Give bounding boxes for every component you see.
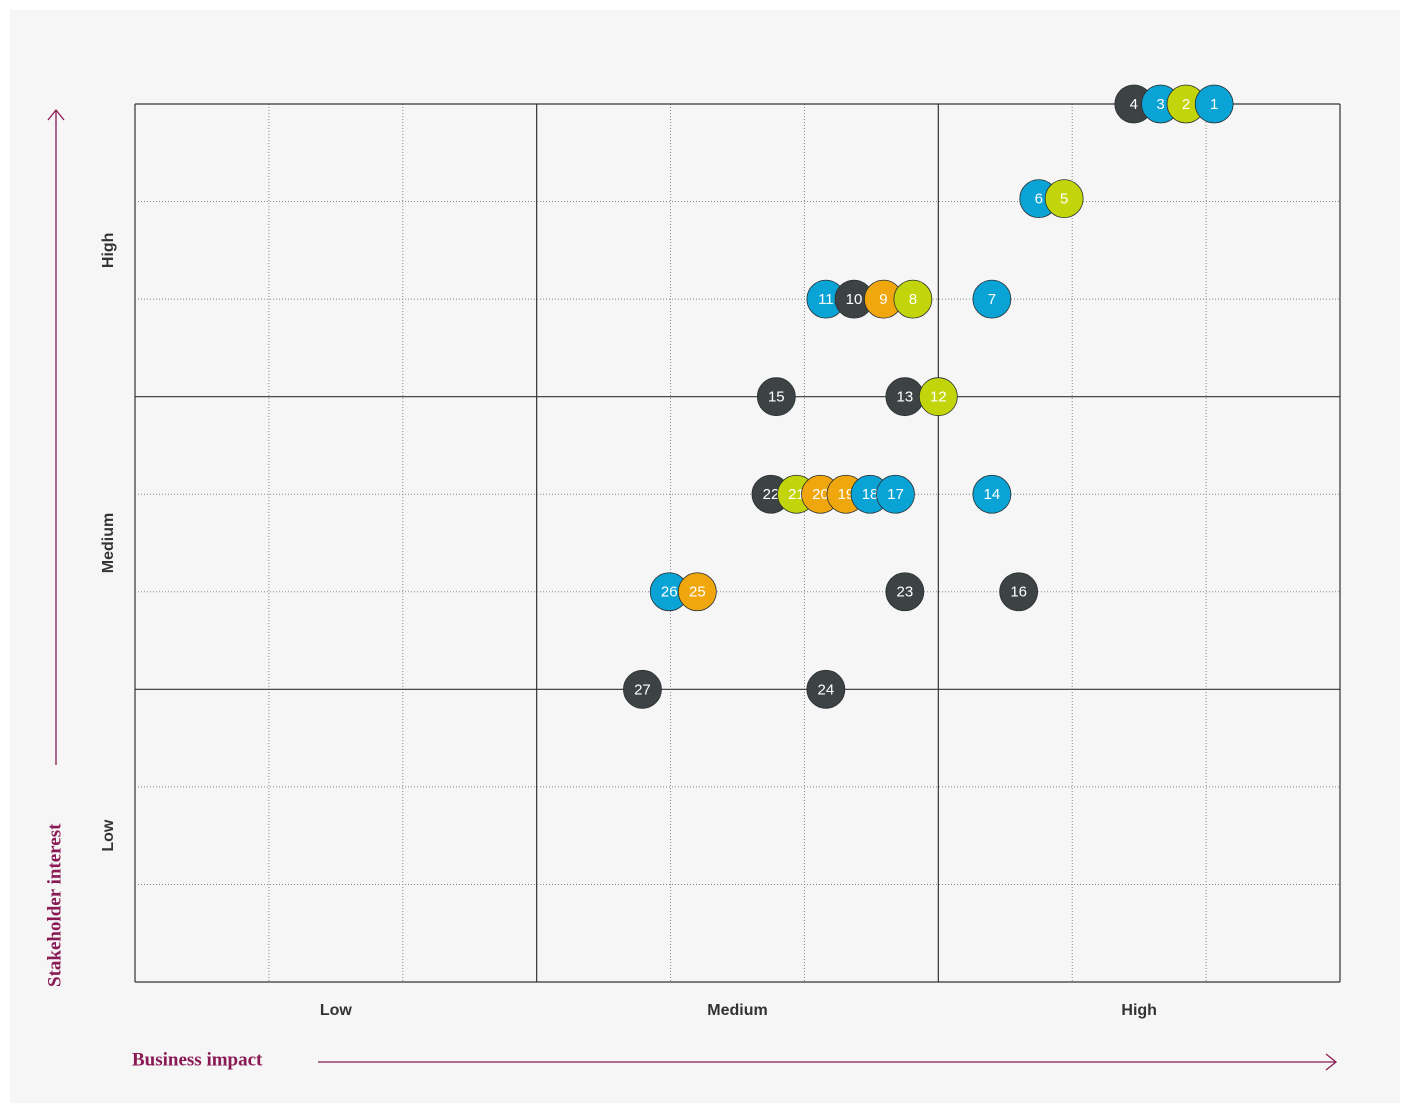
point-label: 6 [1035,191,1043,208]
point-label: 8 [909,291,917,308]
y-axis-title: Stakeholder interest [44,823,65,987]
point-label: 24 [818,681,835,698]
point-label: 7 [988,291,996,308]
point [876,474,915,514]
point-label: 19 [838,486,855,503]
point-label: 23 [897,584,914,601]
point-label: 2 [1182,96,1190,113]
x-tick-label: High [1121,1002,1157,1019]
point [1044,179,1084,219]
point-label: 10 [846,291,863,308]
point-label: 27 [634,681,651,698]
point-label: 12 [930,389,947,406]
y-tick-label: Medium [100,513,117,573]
background [10,10,1400,1103]
y-arrowhead [47,108,65,121]
point [677,572,717,612]
point [806,669,846,709]
point-label: 22 [763,486,780,503]
point-label: 4 [1130,96,1138,113]
point-label: 21 [788,486,805,503]
point [623,669,662,709]
point-label: 25 [689,584,706,601]
point-label: 18 [862,486,879,503]
point-label: 11 [818,291,834,308]
y-tick-label: Low [100,819,117,852]
x-axis-title: Business impact [132,1049,263,1070]
y-tick-label: High [100,233,117,269]
point-label: 9 [879,291,887,308]
point [885,572,925,612]
point [1194,84,1234,124]
point [972,474,1012,514]
point [999,572,1039,612]
x-tick-label: Low [320,1002,353,1019]
point-label: 1 [1210,96,1218,113]
point-label: 16 [1010,584,1027,601]
x-tick-label: Medium [707,1002,767,1019]
point [893,279,933,319]
point-label: 5 [1060,191,1068,208]
point-label: 13 [897,389,914,406]
point-label: 14 [984,486,1001,503]
x-arrowhead [1325,1053,1338,1071]
point [972,279,1012,319]
point [756,377,796,417]
point-label: 15 [768,389,785,406]
point-label: 26 [661,584,678,601]
point [918,377,958,417]
point-label: 20 [812,486,829,503]
point-label: 17 [887,486,904,503]
point-label: 3 [1156,96,1164,113]
